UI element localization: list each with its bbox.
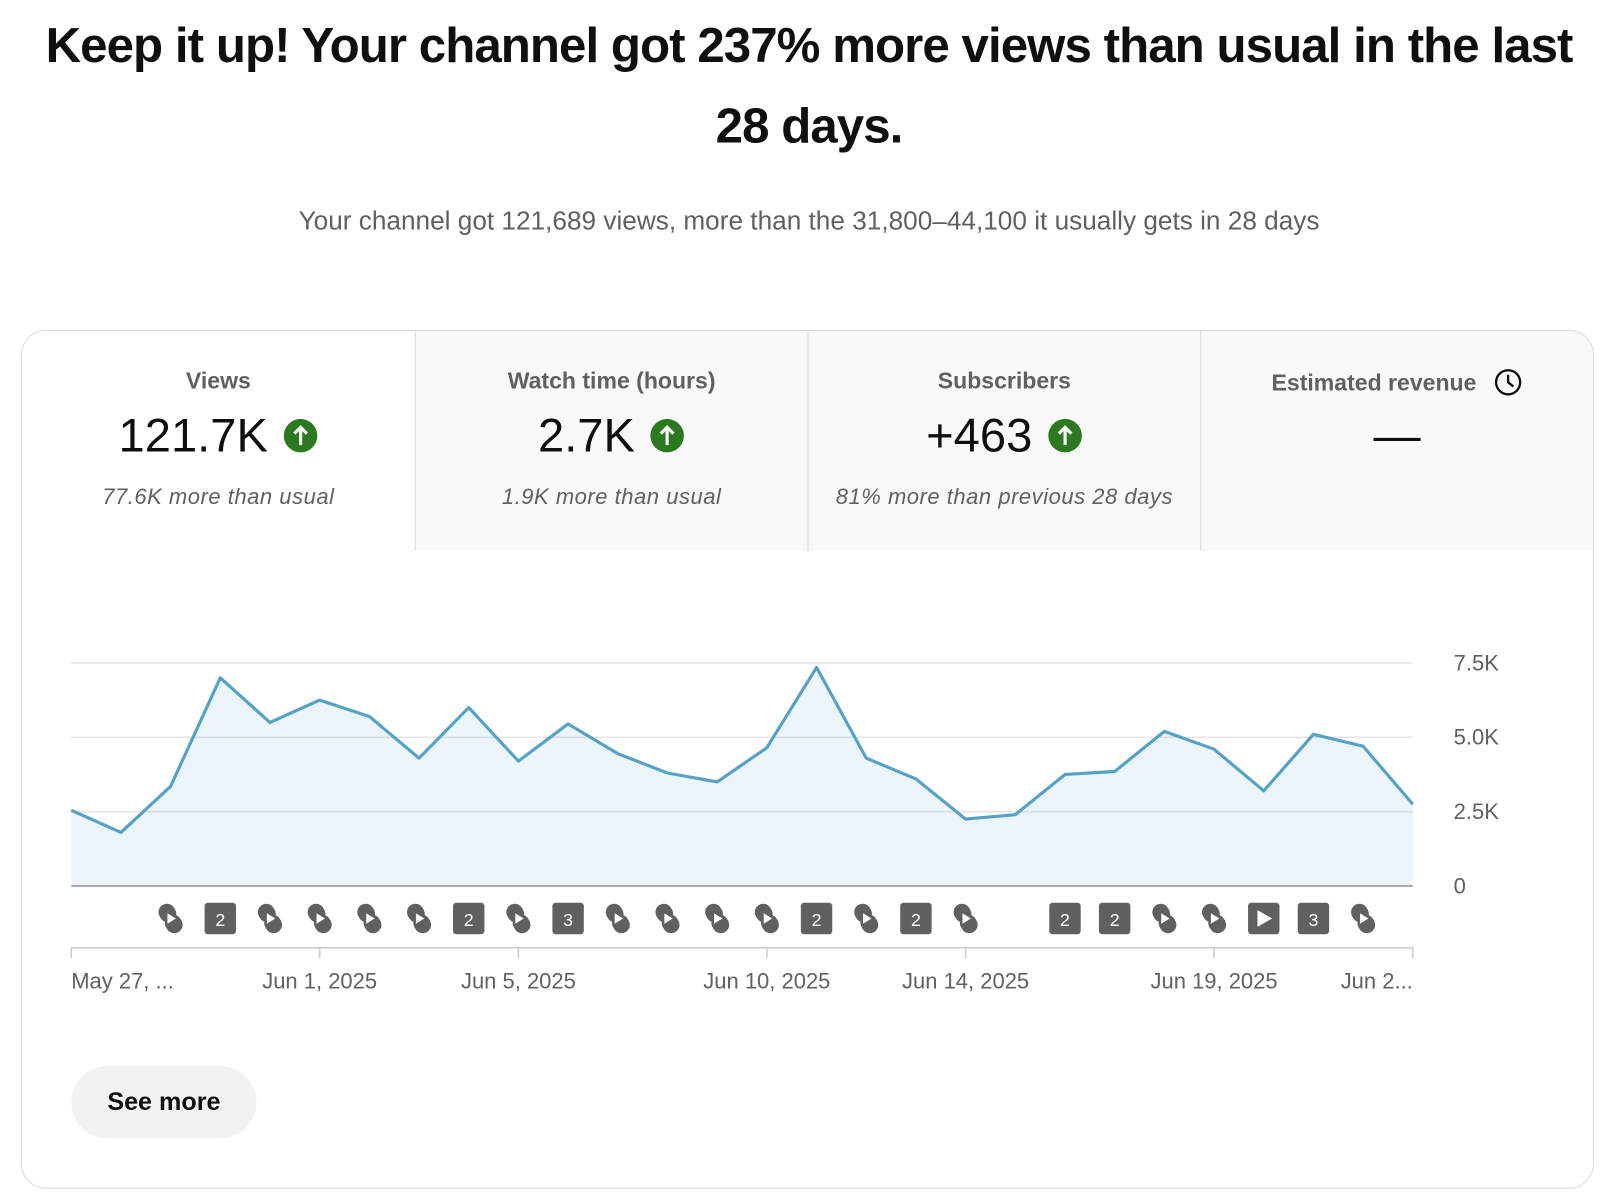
shorts-play xyxy=(1210,913,1220,924)
shorts-play xyxy=(1161,913,1170,924)
metric-label-row: Estimated revenue xyxy=(1201,368,1593,397)
metric-value: 2.7K xyxy=(538,408,635,462)
shorts-icon xyxy=(1152,903,1177,934)
shorts-icon xyxy=(754,903,779,934)
upload-count: 2 xyxy=(215,910,225,930)
shorts-play xyxy=(1359,913,1369,924)
x-tick-label: Jun 14, 2025 xyxy=(902,969,1029,994)
x-tick-label: May 27, ... xyxy=(71,969,174,994)
x-tick-label: Jun 5, 2025 xyxy=(461,969,576,994)
shorts-icon xyxy=(605,903,630,934)
shorts-icon xyxy=(854,903,879,934)
see-more-button[interactable]: See more xyxy=(71,1066,257,1139)
metric-value: 121.7K xyxy=(118,408,268,462)
metric-value-row: — xyxy=(1201,408,1593,462)
headline: Keep it up! Your channel got 237% more v… xyxy=(45,16,1574,153)
metric-tab[interactable]: Estimated revenue — xyxy=(1200,330,1593,551)
upload-badge xyxy=(1297,902,1330,935)
metric-label: Estimated revenue xyxy=(1271,369,1477,396)
metric-note: 77.6K more than usual xyxy=(102,484,335,509)
line xyxy=(70,665,1415,835)
metric-value: +463 xyxy=(926,408,1033,462)
y-tick-label: 5.0K xyxy=(1454,725,1500,750)
upload-badge xyxy=(1098,902,1131,935)
metric-label: Views xyxy=(185,367,251,394)
shorts-play xyxy=(266,913,276,924)
up-icon xyxy=(650,418,685,453)
shorts-play xyxy=(863,913,872,924)
metric-value-row: +463 xyxy=(809,408,1201,462)
x-tick-label: Jun 2... xyxy=(1341,969,1413,994)
upload-badge xyxy=(453,902,485,935)
metrics-card: Views 121.7K 77.6K more than usual Watch… xyxy=(20,329,1594,1189)
upload-count: 2 xyxy=(812,910,822,930)
chart: 0 2.5K 5.0K 7.5K May 27, ... Jun 1, 2025 Jun 5… xyxy=(70,650,1500,994)
metric-value-row: 121.7K xyxy=(22,408,415,462)
upload-badge xyxy=(800,902,833,935)
metric-value-row: 2.7K xyxy=(416,408,808,462)
shorts-play xyxy=(167,913,176,924)
shorts-icon xyxy=(705,903,730,934)
shorts-icon xyxy=(1202,903,1227,934)
shorts-icon xyxy=(1351,903,1376,934)
y-tick-label: 2.5K xyxy=(1454,799,1500,824)
shorts-icon xyxy=(307,903,332,934)
shorts-play xyxy=(763,913,773,924)
shorts-play xyxy=(664,913,673,924)
shorts-icon xyxy=(506,903,531,934)
x-tick-label: Jun 1, 2025 xyxy=(262,969,377,994)
upload-count: 2 xyxy=(911,910,921,930)
upload-count: 2 xyxy=(1060,910,1070,930)
shorts-play xyxy=(962,913,971,924)
shorts-icon xyxy=(357,903,382,934)
y-tick-label: 7.5K xyxy=(1454,650,1500,675)
metric-label: Watch time (hours) xyxy=(507,367,716,394)
shorts-icon xyxy=(655,903,680,934)
area-fill xyxy=(71,667,1413,887)
metric-tab[interactable]: Views 121.7K 77.6K more than usual xyxy=(21,330,415,551)
shorts-play xyxy=(614,913,624,924)
upload-badge xyxy=(900,902,932,935)
shorts-play xyxy=(366,913,375,924)
y-tick-label: 0 xyxy=(1454,873,1466,898)
metric-note: 1.9K more than usual xyxy=(501,484,722,509)
shorts-play xyxy=(714,913,723,924)
upload-badge xyxy=(1049,902,1081,935)
shorts-icon xyxy=(406,903,432,934)
shorts-icon xyxy=(953,903,978,934)
metric-label: Subscribers xyxy=(937,367,1071,394)
shorts-play xyxy=(415,913,425,924)
video-play xyxy=(1257,910,1273,927)
upload-badge xyxy=(204,902,236,935)
up-icon xyxy=(1048,418,1082,453)
upload-count: 2 xyxy=(1110,910,1120,930)
upload-count: 3 xyxy=(1308,910,1318,930)
up-icon xyxy=(283,418,318,453)
upload-badge xyxy=(552,902,584,935)
metric-tab[interactable]: Subscribers +463 81% more than previous … xyxy=(807,330,1201,551)
clock-icon xyxy=(1494,369,1522,396)
upload-count: 3 xyxy=(563,910,573,930)
metric-note: 81% more than previous 28 days xyxy=(835,484,1173,509)
shorts-play xyxy=(515,913,524,924)
x-tick-label: Jun 19, 2025 xyxy=(1150,969,1277,994)
shorts-icon xyxy=(158,903,183,934)
subtitle: Your channel got 121,689 views, more tha… xyxy=(298,206,1320,236)
metric-value: — xyxy=(1373,408,1421,462)
shorts-play xyxy=(316,913,325,924)
metric-tab[interactable]: Watch time (hours) 2.7K 1.9K more than u… xyxy=(414,330,808,551)
upload-count: 2 xyxy=(464,910,474,930)
x-tick-label: Jun 10, 2025 xyxy=(703,969,830,994)
shorts-icon xyxy=(257,903,283,934)
